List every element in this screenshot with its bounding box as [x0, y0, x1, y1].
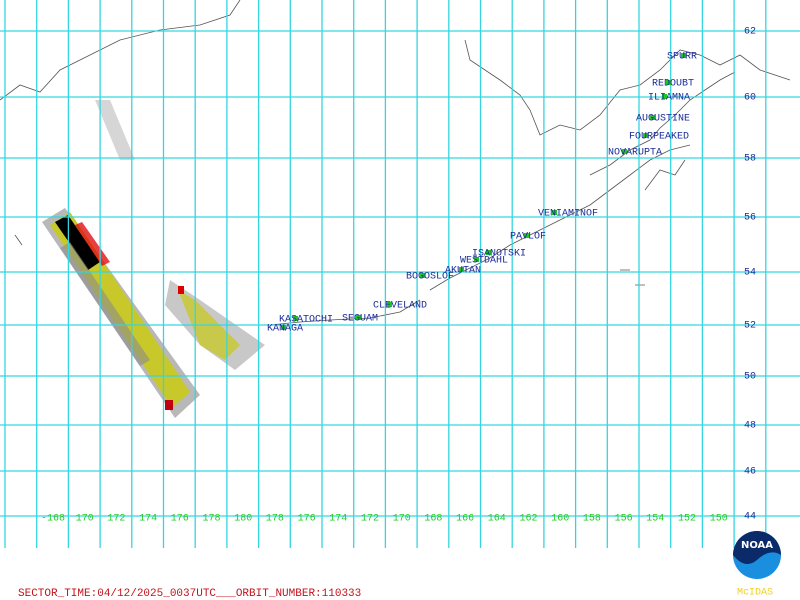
ash-swath: [60, 242, 150, 366]
lon-label: 154: [646, 514, 664, 525]
lon-label: 178: [266, 514, 284, 525]
lon-label: 162: [519, 514, 537, 525]
volcano-marker: [650, 115, 655, 120]
volcano-label: ILIAMNA: [648, 93, 690, 104]
lon-label: 176: [171, 514, 189, 525]
volcano-label: AUGUSTINE: [636, 114, 690, 125]
volcano-marker: [356, 315, 361, 320]
lon-label: 172: [361, 514, 379, 525]
ash-imagery: [42, 100, 265, 418]
volcano-marker: [666, 80, 671, 85]
volcano-label: BOGOSLOF: [406, 272, 454, 283]
labels: 62 60 58 56 54 52 50 48 46 44 -168 170 172 174 176 178 1…: [41, 27, 756, 525]
lon-label: 174: [329, 514, 347, 525]
graticule: [0, 0, 800, 548]
footer-band: [0, 548, 800, 600]
volcano-label: WESTDAHL: [460, 256, 508, 267]
lat-label: 60: [744, 93, 756, 104]
ash-core: [165, 400, 173, 410]
lon-label: 166: [456, 514, 474, 525]
volcano-marker: [474, 257, 479, 262]
lon-label: 170: [393, 514, 411, 525]
logo-top: [733, 531, 781, 564]
volcano-label: VENIAMINOF: [538, 209, 598, 220]
volcano-label: REDOUBT: [652, 79, 694, 90]
lon-label: 170: [76, 514, 94, 525]
volcano-label: ISANOTSKI: [472, 249, 526, 260]
volcano-label: AKUTAN: [445, 266, 481, 277]
lon-label: 152: [678, 514, 696, 525]
volcano-label: PAVLOF: [510, 232, 546, 243]
volcano-label: FOURPEAKED: [629, 132, 689, 143]
volcano-marker: [643, 133, 648, 138]
ash-core: [178, 286, 184, 294]
lon-label: 150: [710, 514, 728, 525]
lon-label: 156: [615, 514, 633, 525]
ash-core: [55, 215, 100, 270]
ash-core: [75, 222, 110, 266]
lon-label: 176: [298, 514, 316, 525]
lon-label: 180: [234, 514, 252, 525]
lon-label: 178: [202, 514, 220, 525]
volcano-marker: [387, 302, 392, 307]
volcano-marker: [420, 273, 425, 278]
ash-swath: [95, 100, 135, 160]
volcano-marker: [281, 325, 286, 330]
volcano-marker: [524, 233, 529, 238]
lon-label: 168: [424, 514, 442, 525]
volcano-marker: [681, 53, 686, 58]
lat-label: 58: [744, 154, 756, 165]
lat-label: 54: [744, 268, 756, 279]
volcano-marker: [459, 267, 464, 272]
coastlines: [0, 0, 791, 326]
lat-label: 52: [744, 321, 756, 332]
volcano-label: SEGUAM: [342, 314, 378, 325]
lon-label: 158: [583, 514, 601, 525]
logo-name: NOAA: [741, 540, 773, 551]
volcano-label: SPURR: [667, 52, 697, 63]
volcano-marker: [552, 210, 557, 215]
lon-label: 160: [551, 514, 569, 525]
logo-software: McIDAS: [737, 588, 773, 599]
volcano-label: KANAGA: [267, 324, 303, 335]
volcano-label: CLEVELAND: [373, 301, 427, 312]
lon-label: 172: [107, 514, 125, 525]
lat-label: 48: [744, 421, 756, 432]
volcano-marker: [662, 94, 667, 99]
volcano-marker: [293, 316, 298, 321]
volcano-label: KASATOCHI: [279, 315, 333, 326]
lon-label: 174: [139, 514, 157, 525]
lat-label: 46: [744, 467, 756, 478]
volcano-marker: [486, 250, 491, 255]
lat-label: 56: [744, 213, 756, 224]
volcano-marker: [622, 149, 627, 154]
lat-label: 62: [744, 27, 756, 38]
lat-label: 50: [744, 372, 756, 383]
sector-time: SECTOR_TIME:04/12/2025_0037UTC___ORBIT_N…: [18, 588, 361, 600]
volcano-label: NOVARUPTA: [608, 148, 662, 159]
lon-label: -168: [41, 514, 65, 525]
lon-label: 164: [488, 514, 506, 525]
noaa-logo: NOAA McIDAS: [733, 531, 781, 599]
lat-label: 44: [744, 512, 756, 523]
